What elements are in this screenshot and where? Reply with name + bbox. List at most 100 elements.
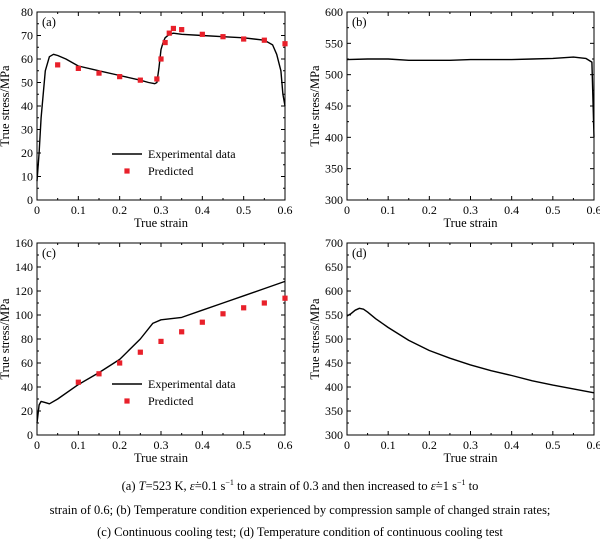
y-axis-label: True stress/MPa [308,298,322,380]
plot-frame [346,11,595,201]
y-tick-label: 400 [325,380,343,394]
y-tick-label: 0 [27,193,33,207]
data-point [261,300,267,306]
legend: Experimental data Predicted [112,147,236,178]
data-point [241,305,247,311]
x-tick-label: 0.2 [422,438,437,452]
y-tick-label: 350 [325,404,343,418]
panel-label: (c) [42,246,56,260]
x-tick-label: 0.5 [545,438,560,452]
x-tick-label: 0.1 [381,438,396,452]
x-tick-label: 0.1 [381,203,396,217]
plot-frame [346,242,595,436]
y-tick-label: 450 [325,356,343,370]
data-point [162,39,168,46]
y-tick-label: 80 [21,5,33,19]
y-tick-label: 450 [325,99,343,113]
y-tick-label: 20 [21,404,33,418]
figure-four-panels: 0 0.1 0.2 0.3 0.4 0.5 0.6 0 10 20 30 40 50 60 70 80 True… [0,5,600,465]
y-tick-label: 20 [21,146,33,160]
x-tick-label: 0.5 [236,438,251,452]
data-point [158,338,164,344]
chart-panel-3: 0 0.1 0.2 0.3 0.4 0.5 0.6 0 20 40 60 80 100 120 140 160… [0,236,293,465]
legend: Experimental data Predicted [112,377,236,408]
legend-label: Experimental data [148,377,236,391]
x-tick-label: 0.6 [587,438,600,452]
data-point [96,70,102,76]
y-axis-label: True stress/MPa [308,65,322,147]
data-point [179,329,185,335]
x-tick-label: 0 [34,203,40,217]
series-line [346,307,595,394]
series-line [36,280,286,424]
y-tick-label: 60 [21,356,33,370]
x-tick-label: 0.4 [504,203,519,217]
panel-label: (d) [352,246,367,260]
caption-line-3: (c) Continuous cooling test; (d) Tempera… [97,525,503,539]
data-point [166,30,172,36]
panel-label: (a) [42,15,56,29]
data-point [241,36,247,42]
data-point [282,41,288,47]
y-tick-label: 300 [325,193,343,207]
legend-label: Predicted [148,164,193,178]
y-tick-label: 300 [325,428,343,442]
data-point [137,77,143,83]
data-point [179,27,185,33]
legend-label: Experimental data [148,147,236,161]
data-point [199,31,205,37]
y-tick-label: 30 [21,123,33,137]
x-tick-label: 0.2 [112,438,127,452]
x-tick-label: 0.6 [587,203,600,217]
y-tick-label: 550 [325,308,343,322]
chart-panel-4: 0 0.1 0.2 0.3 0.4 0.5 0.6 300 350 400 450 500 550 600… [308,236,600,465]
data-point [220,311,226,317]
x-tick-label: 0.3 [463,203,478,217]
y-tick-label: 100 [15,308,33,322]
y-tick-label: 120 [15,284,33,298]
x-tick-label: 0.4 [195,203,210,217]
x-tick-label: 0 [34,438,40,452]
x-tick-label: 0.3 [154,438,169,452]
y-tick-label: 80 [21,332,33,346]
x-tick-label: 0.1 [71,438,86,452]
x-tick-label: 0.2 [422,203,437,217]
data-point [137,349,143,355]
x-tick-label: 0.5 [236,203,251,217]
panel-label: (b) [352,15,367,29]
y-axis-label: True stress/MPa [0,65,12,147]
y-tick-label: 0 [27,428,33,442]
x-tick-label: 0.6 [278,438,293,452]
x-axis-label: True strain [134,451,189,465]
y-axis-label: True stress/MPa [0,298,12,380]
data-point [282,295,288,301]
legend-label: Predicted [148,394,193,408]
y-tick-label: 60 [21,52,33,66]
y-tick-label: 500 [325,332,343,346]
y-tick-label: 400 [325,130,343,144]
y-tick-label: 600 [325,284,343,298]
y-tick-label: 700 [325,236,343,250]
y-tick-label: 350 [325,162,343,176]
x-tick-label: 0.5 [545,203,560,217]
y-tick-label: 650 [325,260,343,274]
data-point [96,371,102,377]
data-point [220,34,226,40]
chart-panel-1: 0 0.1 0.2 0.3 0.4 0.5 0.6 0 10 20 30 40 50 60 70 80 True… [0,5,293,230]
y-tick-label: 40 [21,380,33,394]
data-point [55,62,61,68]
x-tick-label: 0.1 [71,203,86,217]
chart-panel-2: 0 0.1 0.2 0.3 0.4 0.5 0.6 300 350 400 450 500 550 600… [308,5,600,230]
x-axis-label: True strain [443,216,498,230]
x-tick-label: 0 [344,438,350,452]
y-tick-label: 600 [325,5,343,19]
y-tick-label: 70 [21,29,33,43]
x-tick-label: 0.4 [195,438,210,452]
data-point [154,76,160,82]
data-point [170,25,176,32]
y-tick-label: 550 [325,36,343,50]
y-tick-label: 140 [15,260,33,274]
x-tick-label: 0 [344,203,350,217]
y-tick-label: 160 [15,236,33,250]
x-tick-label: 0.3 [154,203,169,217]
